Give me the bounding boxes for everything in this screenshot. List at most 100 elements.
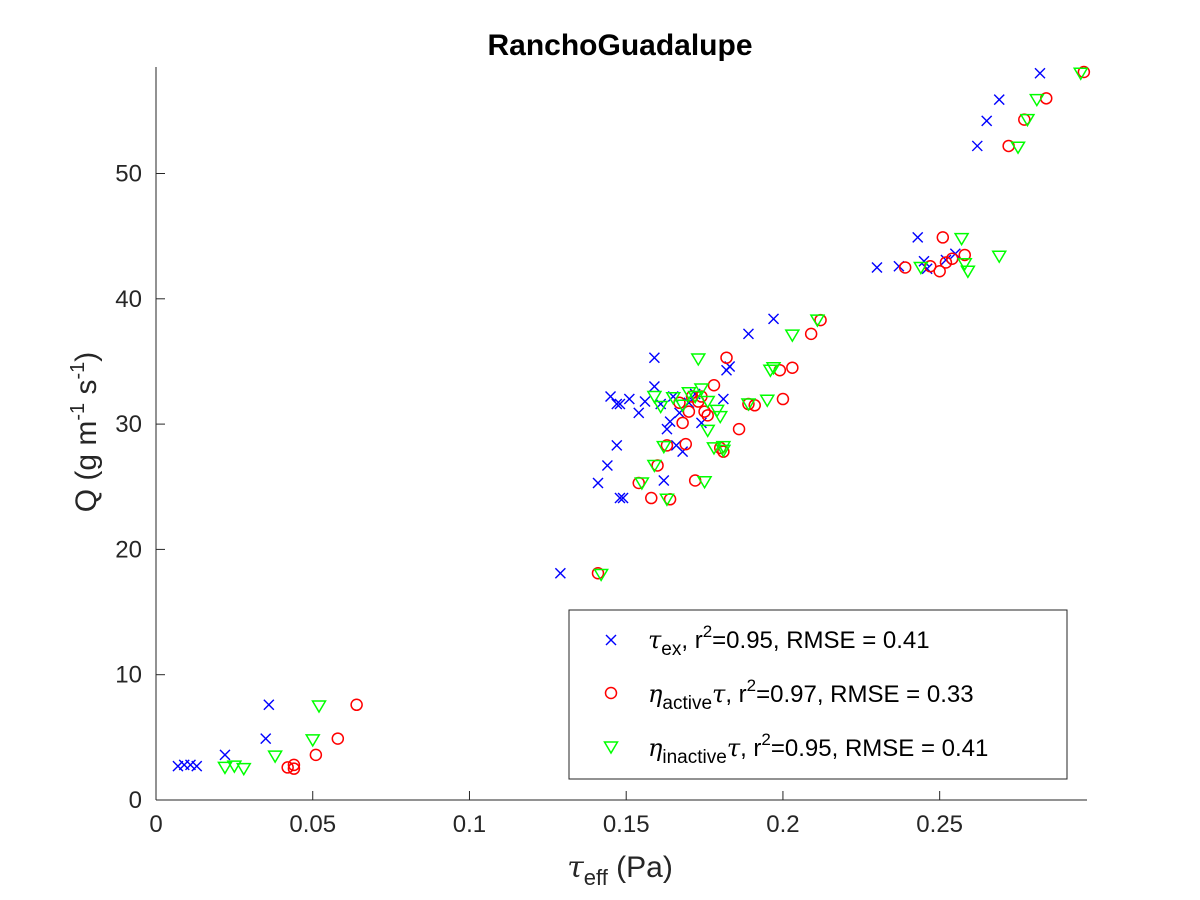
data-point <box>981 115 993 127</box>
data-point <box>871 261 883 273</box>
x-axis-label-sub: eff <box>584 865 609 890</box>
data-point <box>939 256 953 269</box>
data-point <box>309 748 323 762</box>
data-point <box>898 261 912 274</box>
x-tick-label: 0.05 <box>289 811 336 838</box>
y-tick-label: 20 <box>115 536 142 563</box>
data-point <box>617 492 629 504</box>
legend-entry-1-sup: 2 <box>703 622 712 641</box>
data-point <box>217 761 233 775</box>
data-point <box>661 423 673 435</box>
data-point <box>1029 93 1045 108</box>
data-point <box>634 477 650 491</box>
data-point <box>720 351 733 364</box>
y-axis-label-post: ) <box>70 352 103 362</box>
data-point <box>681 387 697 401</box>
legend-entry-1-text2: =0.95, RMSE = 0.41 <box>712 627 929 654</box>
data-point <box>732 422 746 436</box>
data-point <box>311 700 327 714</box>
data-point <box>765 361 782 376</box>
legend-entry-2-sup: 2 <box>747 676 756 695</box>
data-point <box>715 440 732 455</box>
legend-entry-2-sub: active <box>662 693 712 714</box>
data-point <box>707 379 721 392</box>
y-axis-label-mid: s <box>70 379 103 402</box>
y-axis-label-sup1: -1 <box>67 403 89 421</box>
data-point <box>287 762 301 775</box>
data-point <box>639 396 651 408</box>
data-point <box>786 361 799 374</box>
x-axis-label-unit: (Pa) <box>608 851 673 884</box>
series-2 <box>281 65 1091 775</box>
axis-ticks: 0 0.05 0.1 0.15 0.2 0.25 0 10 20 30 40 50 <box>115 161 963 838</box>
y-axis-label-pre: Q (g m <box>70 421 103 513</box>
data-point <box>646 390 663 405</box>
data-point <box>648 381 660 393</box>
legend-entry-3-text1: , r <box>740 735 761 762</box>
data-point <box>696 475 713 490</box>
y-tick-label: 50 <box>115 161 142 188</box>
legend-box <box>568 609 1068 780</box>
data-point <box>219 749 231 761</box>
data-point <box>235 762 252 777</box>
data-point <box>1077 65 1091 79</box>
y-axis-label-sup2: -1 <box>67 362 89 380</box>
data-point <box>784 329 801 343</box>
legend-marker-1 <box>605 634 617 646</box>
data-point <box>614 492 626 504</box>
data-point <box>331 732 345 745</box>
legend: τex, r2=0.95, RMSE = 0.41 ηactiveτ, r2=0… <box>568 609 1068 780</box>
data-point <box>971 140 983 152</box>
data-point <box>191 760 203 772</box>
data-point <box>665 392 682 406</box>
data-point <box>605 391 617 403</box>
x-tick-label: 0 <box>149 811 162 838</box>
data-point <box>991 250 1008 264</box>
data-point <box>304 734 321 748</box>
legend-markers <box>603 634 619 755</box>
data-point <box>1034 67 1046 79</box>
data-point <box>646 459 663 473</box>
data-point <box>260 733 272 745</box>
data-point <box>614 398 626 410</box>
data-point <box>712 410 729 425</box>
data-point <box>936 231 950 244</box>
chart-title: RanchoGuadalupe <box>487 29 752 62</box>
data-point <box>652 400 669 415</box>
data-point <box>593 568 609 582</box>
data-point <box>958 248 971 262</box>
x-tick-label: 0.15 <box>603 811 650 838</box>
y-tick-label: 40 <box>115 286 142 313</box>
x-tick-label: 0.1 <box>453 811 486 838</box>
legend-entry-2-symbol: η <box>648 680 663 708</box>
y-tick-label: 10 <box>115 662 142 689</box>
data-point <box>591 566 605 580</box>
data-point <box>768 313 780 325</box>
legend-entry-eta-active: ηactiveτ, r2=0.97, RMSE = 0.33 <box>648 676 974 714</box>
data-point <box>611 439 623 451</box>
data-point <box>913 261 929 275</box>
legend-entry-1-symbol: τ <box>648 626 662 654</box>
data-point <box>742 328 754 340</box>
data-point <box>776 392 790 406</box>
data-point <box>956 257 973 272</box>
data-point <box>699 395 716 410</box>
x-tick-label: 0.25 <box>916 811 963 838</box>
data-point <box>1010 141 1026 155</box>
data-point <box>717 393 729 405</box>
legend-entry-eta-inactive: ηinactiveτ, r2=0.95, RMSE = 0.41 <box>648 730 988 768</box>
data-point <box>740 398 757 412</box>
data-point <box>706 442 722 456</box>
x-axis-label: τeff (Pa) <box>567 850 673 890</box>
y-tick-label: 0 <box>129 787 142 814</box>
data-point <box>674 399 691 413</box>
data-point <box>1019 113 1036 128</box>
data-point <box>623 393 635 405</box>
data-point <box>698 405 711 418</box>
data-point <box>715 444 732 458</box>
legend-entry-1-text1: , r <box>681 627 702 654</box>
data-point <box>676 416 689 430</box>
data-point <box>912 231 924 243</box>
legend-entry-2-after: τ <box>712 680 726 708</box>
